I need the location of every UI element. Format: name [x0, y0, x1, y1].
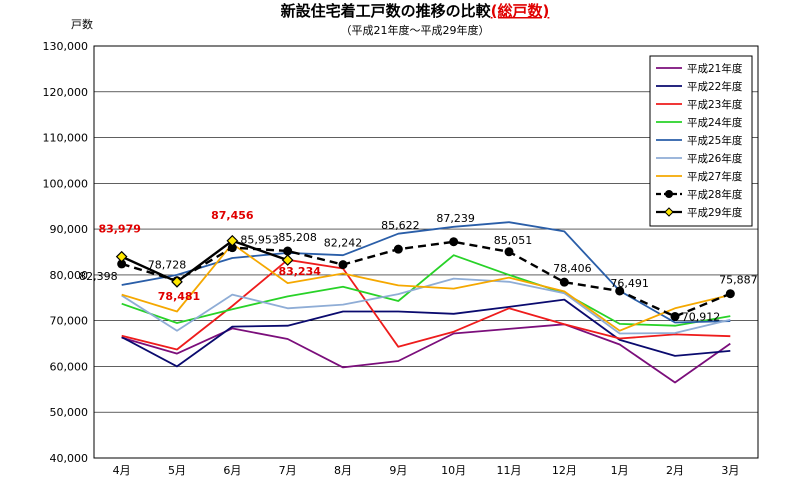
legend-label: 平成22年度 [687, 80, 743, 93]
x-tick-label: 11月 [497, 464, 522, 477]
legend-label: 平成26年度 [687, 152, 743, 165]
data-label: 82,398 [79, 270, 118, 283]
series-4 [121, 254, 731, 327]
y-tick-label: 40,000 [50, 452, 89, 465]
legend-item: 平成28年度 [656, 188, 743, 201]
y-tick-label: 120,000 [43, 86, 89, 99]
data-point [117, 259, 127, 269]
y-tick-label: 130,000 [43, 40, 89, 53]
series-line [121, 240, 731, 318]
series-line [121, 239, 289, 283]
data-point [504, 247, 514, 257]
legend-marker [665, 190, 673, 198]
legend-item: 平成22年度 [656, 80, 743, 93]
grid-layer [94, 91, 758, 413]
legend-marker [664, 207, 674, 217]
data-point [283, 246, 293, 256]
data-point [615, 286, 625, 296]
data-label: 87,456 [211, 209, 254, 222]
data-label: 85,051 [494, 234, 533, 247]
data-label: 76,491 [610, 277, 649, 290]
y-tick-label: 90,000 [50, 223, 89, 236]
y-tick-label: 80,000 [50, 269, 89, 282]
y-tick-label: 70,000 [50, 315, 89, 328]
data-label: 83,234 [278, 265, 321, 278]
series-8 [117, 237, 735, 321]
data-label: 85,622 [381, 219, 420, 232]
data-label: 83,979 [98, 223, 140, 236]
legend-label: 平成24年度 [687, 116, 743, 129]
data-point [725, 289, 735, 299]
series-3 [121, 258, 731, 351]
series-9 [115, 234, 294, 288]
data-label: 75,887 [719, 274, 758, 287]
y-tick-label: 110,000 [43, 132, 89, 145]
x-tick-label: 9月 [389, 464, 407, 477]
data-point [227, 243, 237, 253]
chart-title: 新設住宅着工戸数の推移の比較(総戸数) [281, 2, 550, 20]
legend-item: 平成23年度 [656, 98, 743, 111]
data-label: 78,481 [158, 290, 200, 303]
y-axis-unit-label: 戸数 [71, 18, 93, 31]
data-point [281, 254, 294, 266]
legend-item: 平成25年度 [656, 134, 743, 147]
legend-item: 平成21年度 [656, 62, 743, 75]
x-tick-label: 2月 [666, 464, 684, 477]
data-point [226, 234, 239, 247]
chart-title-highlight: (総戸数) [491, 2, 550, 20]
legend-label: 平成27年度 [687, 170, 743, 183]
x-axis-ticks: 4月 5月 6月 7月 8月 9月 10月 11月 12月 1月 2月 3月 [113, 464, 740, 477]
legend-label: 平成25年度 [687, 134, 743, 147]
y-axis-ticks: 40,000 50,000 60,000 70,000 80,000 90,000 100,… [43, 40, 89, 465]
data-label: 70,912 [682, 310, 721, 323]
series-line [121, 242, 731, 332]
legend-item: 平成27年度 [656, 170, 743, 183]
legend: 平成21年度平成22年度平成23年度平成24年度平成25年度平成26年度平成27… [649, 55, 753, 227]
legend-label: 平成29年度 [687, 206, 743, 219]
x-tick-label: 1月 [611, 464, 629, 477]
x-tick-label: 8月 [334, 464, 352, 477]
data-label: 85,953 [240, 234, 278, 247]
series-line [121, 298, 731, 368]
data-point [338, 260, 348, 270]
chart-title-main: 新設住宅着工戸数の推移の比較 [281, 2, 492, 20]
data-label: 78,728 [148, 259, 187, 272]
data-point [559, 277, 569, 287]
x-tick-label: 6月 [223, 464, 241, 477]
x-tick-label: 10月 [441, 464, 466, 477]
series-2 [121, 298, 731, 368]
data-label: 87,239 [436, 212, 475, 225]
data-point [393, 244, 403, 254]
data-labels-layer: 82,398 78,728 85,953 85,208 82,242 85,622 87,2… [79, 209, 757, 324]
data-point [449, 237, 459, 247]
legend-box [649, 55, 753, 227]
legend-label: 平成28年度 [687, 188, 743, 201]
series-line [121, 254, 731, 327]
legend-label: 平成21年度 [687, 62, 743, 75]
x-tick-label: 12月 [552, 464, 577, 477]
series-layer [115, 221, 735, 384]
y-tick-label: 100,000 [43, 177, 89, 190]
legend-label: 平成23年度 [687, 98, 743, 111]
legend-item: 平成26年度 [656, 152, 743, 165]
data-label: 85,208 [278, 231, 317, 244]
y-tick-label: 60,000 [50, 360, 89, 373]
x-tick-label: 4月 [113, 464, 131, 477]
series-line [121, 258, 731, 351]
chart-subtitle: （平成21年度～平成29年度） [341, 23, 490, 37]
plot-frame [93, 45, 759, 459]
data-label: 78,406 [553, 262, 592, 275]
data-label: 82,242 [324, 237, 363, 250]
y-tick-label: 50,000 [50, 406, 89, 419]
data-point [670, 311, 680, 321]
x-tick-label: 5月 [168, 464, 186, 477]
legend-item: 平成24年度 [656, 116, 743, 129]
data-point [171, 275, 183, 288]
series-7 [121, 242, 731, 332]
legend-item: 平成29年度 [656, 206, 743, 219]
x-tick-label: 3月 [721, 464, 739, 477]
data-point [115, 250, 128, 263]
x-tick-label: 7月 [279, 464, 297, 477]
